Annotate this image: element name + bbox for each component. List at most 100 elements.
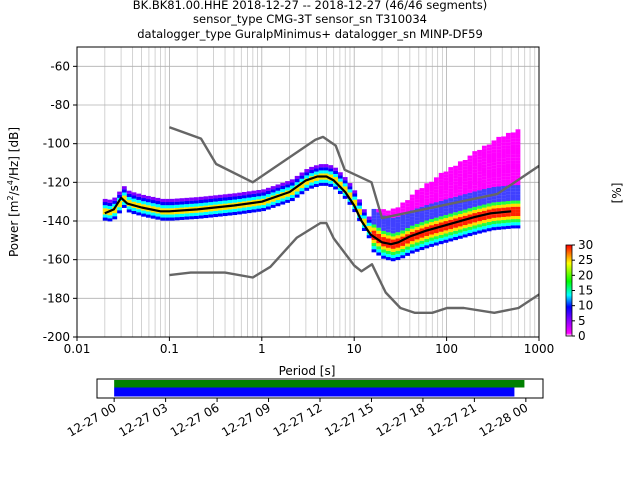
heat-cell: [117, 191, 122, 195]
timeline-tick-label: 12-27 21: [425, 400, 479, 439]
heat-cell: [304, 172, 310, 176]
heat-cell: [424, 189, 430, 193]
heat-cell: [381, 221, 386, 225]
heat-cell: [400, 214, 406, 219]
heat-cell: [496, 146, 502, 150]
heat-cell: [424, 220, 430, 224]
heat-cell: [126, 190, 132, 194]
heat-cell: [496, 167, 502, 172]
heat-cell: [400, 255, 406, 259]
heat-cell: [486, 156, 492, 161]
heat-cell: [496, 201, 502, 206]
heat-cell: [385, 256, 391, 261]
heat-cell: [501, 136, 506, 140]
heat-cell: [424, 204, 430, 209]
heat-cell: [395, 244, 401, 248]
heat-cell: [510, 200, 516, 204]
heat-cell: [241, 191, 247, 196]
heat-cell: [289, 191, 295, 195]
heat-cell: [400, 248, 406, 253]
heat-cell: [481, 164, 487, 168]
heat-cell: [237, 205, 242, 209]
heat-cell: [405, 215, 410, 219]
heat-cell: [501, 226, 506, 230]
heat-cell: [150, 196, 156, 201]
heat-cell: [117, 210, 122, 214]
heat-cell: [429, 234, 434, 238]
heat-cell: [145, 199, 151, 203]
heat-cell: [429, 197, 434, 201]
heat-cell: [443, 239, 449, 243]
heat-cell: [429, 184, 434, 189]
heat-cell: [193, 203, 199, 207]
heat-cell: [429, 187, 434, 192]
heat-cell: [237, 198, 242, 203]
heat-cell: [352, 190, 358, 194]
heat-cell: [443, 190, 449, 194]
heat-cell: [501, 219, 506, 224]
heat-cell: [510, 169, 516, 173]
heat-cell: [481, 223, 487, 227]
heat-cell: [405, 200, 410, 204]
heat-cell: [208, 205, 214, 209]
heat-cell: [323, 176, 329, 180]
heat-cell: [165, 198, 170, 203]
heat-cell: [510, 206, 516, 210]
heat-cell: [462, 197, 468, 201]
heat-cell: [169, 217, 175, 221]
heat-cell: [217, 197, 223, 202]
heat-cell: [376, 249, 382, 253]
heat-cell: [261, 195, 266, 199]
heat-cell: [433, 220, 439, 224]
heat-cell: [481, 176, 487, 180]
heat-cell: [285, 187, 290, 191]
heat-cell: [121, 201, 127, 205]
heat-cell: [395, 235, 401, 239]
heat-cell: [261, 204, 266, 208]
heat-cell: [453, 233, 458, 238]
heat-cell: [443, 211, 449, 215]
heat-cell: [409, 194, 415, 198]
heat-cell: [433, 183, 439, 187]
heat-cell: [299, 178, 305, 182]
heat-cell: [189, 206, 194, 211]
heat-cell: [448, 216, 454, 220]
heat-cell: [510, 138, 516, 142]
heat-cell: [515, 147, 521, 152]
heat-cell: [285, 196, 290, 200]
heat-cell: [424, 214, 430, 218]
heat-cell: [352, 199, 358, 203]
heat-cell: [390, 236, 396, 240]
heat-cell: [486, 175, 492, 179]
heat-cell: [155, 200, 161, 205]
heat-cell: [112, 197, 118, 201]
heat-cell: [385, 232, 391, 236]
heat-cell: [385, 244, 391, 248]
heat-cell: [390, 248, 396, 252]
heat-cell: [141, 210, 146, 214]
heat-cell: [414, 239, 420, 243]
heat-cell: [184, 213, 190, 217]
heat-cell: [505, 207, 511, 211]
heat-cell: [457, 198, 463, 202]
heat-cell: [448, 228, 454, 233]
heat-cell: [390, 245, 396, 249]
heat-cell: [472, 178, 478, 183]
heat-cell: [496, 164, 502, 168]
heat-cell: [505, 194, 511, 198]
heat-cell: [515, 188, 521, 192]
heat-cell: [505, 148, 511, 152]
heat-cell: [352, 208, 358, 213]
heat-cell: [141, 213, 146, 217]
heat-cell: [453, 230, 458, 234]
heat-cell: [371, 224, 377, 228]
heat-cell: [515, 132, 521, 136]
heat-cell: [515, 166, 521, 170]
heat-cell: [395, 207, 401, 211]
heat-cell: [491, 223, 497, 228]
heat-cell: [256, 202, 262, 206]
heat-cell: [481, 198, 487, 202]
heat-cell: [433, 192, 439, 197]
heat-cell: [232, 199, 238, 203]
